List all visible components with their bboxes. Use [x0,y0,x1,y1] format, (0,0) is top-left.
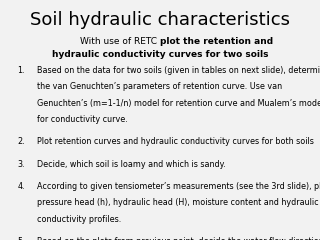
Text: conductivity profiles.: conductivity profiles. [37,215,121,224]
Text: 2.: 2. [18,137,25,146]
Text: Based on the plots from previous point, decide the water flow direction: Based on the plots from previous point, … [37,237,320,240]
Text: for conductivity curve.: for conductivity curve. [37,115,128,124]
Text: Genuchten’s (m=1-1/n) model for retention curve and Mualem’s model: Genuchten’s (m=1-1/n) model for retentio… [37,99,320,108]
Text: hydraulic conductivity curves for two soils: hydraulic conductivity curves for two so… [52,50,268,59]
Text: Based on the data for two soils (given in tables on next slide), determine: Based on the data for two soils (given i… [37,66,320,75]
Text: 1.: 1. [18,66,25,75]
Text: Soil hydraulic characteristics: Soil hydraulic characteristics [30,11,290,29]
Text: 3.: 3. [18,160,25,168]
Text: Decide, which soil is loamy and which is sandy.: Decide, which soil is loamy and which is… [37,160,226,168]
Text: Plot retention curves and hydraulic conductivity curves for both soils: Plot retention curves and hydraulic cond… [37,137,314,146]
Text: According to given tensiometer’s measurements (see the 3rd slide), plot: According to given tensiometer’s measure… [37,182,320,191]
Text: pressure head (h), hydraulic head (H), moisture content and hydraulic: pressure head (h), hydraulic head (H), m… [37,198,318,207]
Text: the van Genuchten’s parameters of retention curve. Use van: the van Genuchten’s parameters of retent… [37,82,282,91]
Text: With use of RETC: With use of RETC [80,37,160,46]
Text: 5.: 5. [18,237,25,240]
Text: plot the retention and: plot the retention and [160,37,273,46]
Text: 4.: 4. [18,182,25,191]
